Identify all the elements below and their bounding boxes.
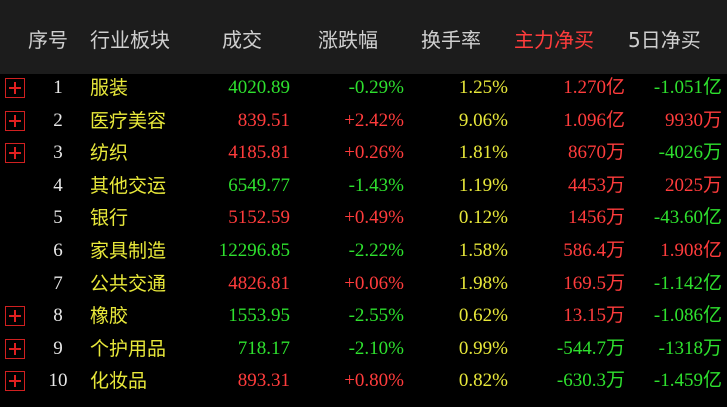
- sector-name: 医疗美容: [90, 109, 167, 132]
- expand-button[interactable]: [5, 338, 25, 359]
- five-day-net-buy: -1.459亿: [653, 370, 722, 392]
- column-header[interactable]: 行业板块: [90, 28, 170, 52]
- main-net-buy: -630.3万: [556, 370, 625, 392]
- sector-name: 化妆品: [90, 370, 148, 393]
- five-day-net-buy: 2025万: [664, 174, 722, 196]
- turnover: 0.62%: [458, 305, 508, 327]
- volume: 893.31: [237, 370, 290, 392]
- volume: 12296.85: [218, 240, 290, 261]
- row-number: 2: [53, 109, 63, 131]
- change-pct: +0.49%: [344, 207, 404, 229]
- change-pct: -2.55%: [348, 305, 404, 327]
- row-number: 6: [53, 240, 63, 261]
- volume: 4826.81: [228, 272, 290, 294]
- five-day-net-buy: -1.086亿: [653, 305, 722, 327]
- turnover: 0.99%: [458, 337, 508, 359]
- five-day-net-buy: -1.051亿: [653, 77, 722, 98]
- column-header[interactable]: 主力净买: [514, 28, 594, 52]
- volume: 4185.81: [228, 142, 290, 164]
- change-pct: -2.22%: [348, 240, 404, 261]
- volume: 839.51: [237, 109, 290, 131]
- five-day-net-buy: -1318万: [658, 337, 722, 359]
- volume: 4020.89: [228, 77, 290, 98]
- sector-name: 家具制造: [90, 240, 167, 262]
- sector-name: 其他交运: [90, 174, 167, 197]
- row-number: 5: [53, 207, 63, 229]
- turnover: 1.19%: [458, 174, 508, 196]
- main-net-buy: 4453万: [567, 174, 625, 196]
- turnover: 1.58%: [458, 240, 508, 261]
- column-header[interactable]: 换手率: [421, 28, 481, 52]
- change-pct: -1.43%: [348, 174, 404, 196]
- volume: 718.17: [237, 337, 290, 359]
- turnover: 1.98%: [458, 272, 508, 294]
- main-net-buy: 1456万: [567, 207, 625, 229]
- change-pct: +0.06%: [344, 272, 404, 294]
- column-header[interactable]: 序号: [28, 28, 68, 52]
- sector-name: 个护用品: [90, 337, 167, 360]
- change-pct: -2.10%: [348, 337, 404, 359]
- five-day-net-buy: 9930万: [664, 109, 722, 131]
- column-header[interactable]: 涨跌幅: [318, 28, 378, 52]
- row-number: 7: [53, 272, 63, 294]
- turnover: 9.06%: [458, 109, 508, 131]
- expand-button[interactable]: [5, 371, 25, 392]
- expand-button[interactable]: [5, 306, 25, 327]
- sector-name: 公共交通: [90, 272, 167, 295]
- expand-button[interactable]: [5, 110, 25, 131]
- change-pct: +0.26%: [344, 142, 404, 164]
- volume: 1553.95: [228, 305, 290, 327]
- five-day-net-buy: -1.142亿: [653, 272, 722, 294]
- main-net-buy: 586.4万: [563, 240, 625, 261]
- sector-name: 银行: [90, 207, 129, 230]
- main-net-buy: 169.5万: [563, 272, 625, 294]
- volume: 5152.59: [228, 207, 290, 229]
- header-bar: [0, 0, 727, 74]
- change-pct: +2.42%: [344, 109, 404, 131]
- change-pct: -0.29%: [348, 77, 404, 98]
- turnover: 1.81%: [458, 142, 508, 164]
- five-day-net-buy: -4026万: [658, 142, 722, 164]
- volume: 6549.77: [228, 174, 290, 196]
- sector-name: 服装: [90, 77, 129, 99]
- row-number: 8: [53, 305, 63, 327]
- main-net-buy: -544.7万: [556, 337, 625, 359]
- turnover: 1.25%: [458, 77, 508, 98]
- five-day-net-buy: 1.908亿: [660, 240, 722, 261]
- row-number: 9: [53, 337, 63, 359]
- row-number: 3: [53, 142, 63, 164]
- main-net-buy: 1.096亿: [563, 109, 625, 131]
- change-pct: +0.80%: [344, 370, 404, 392]
- row-number: 1: [53, 77, 63, 98]
- sector-name: 橡胶: [90, 305, 129, 328]
- turnover: 0.12%: [458, 207, 508, 229]
- row-number: 4: [53, 174, 63, 196]
- sector-name: 纺织: [90, 142, 129, 165]
- column-header[interactable]: 成交: [222, 28, 262, 52]
- main-net-buy: 8670万: [567, 142, 625, 164]
- row-number: 10: [48, 370, 68, 392]
- five-day-net-buy: -43.60亿: [653, 207, 722, 229]
- turnover: 0.82%: [458, 370, 508, 392]
- expand-button[interactable]: [5, 78, 25, 98]
- main-net-buy: 1.270亿: [563, 77, 625, 98]
- column-header[interactable]: 5日净买: [628, 28, 701, 52]
- expand-button[interactable]: [5, 143, 25, 164]
- main-net-buy: 13.15万: [563, 305, 625, 327]
